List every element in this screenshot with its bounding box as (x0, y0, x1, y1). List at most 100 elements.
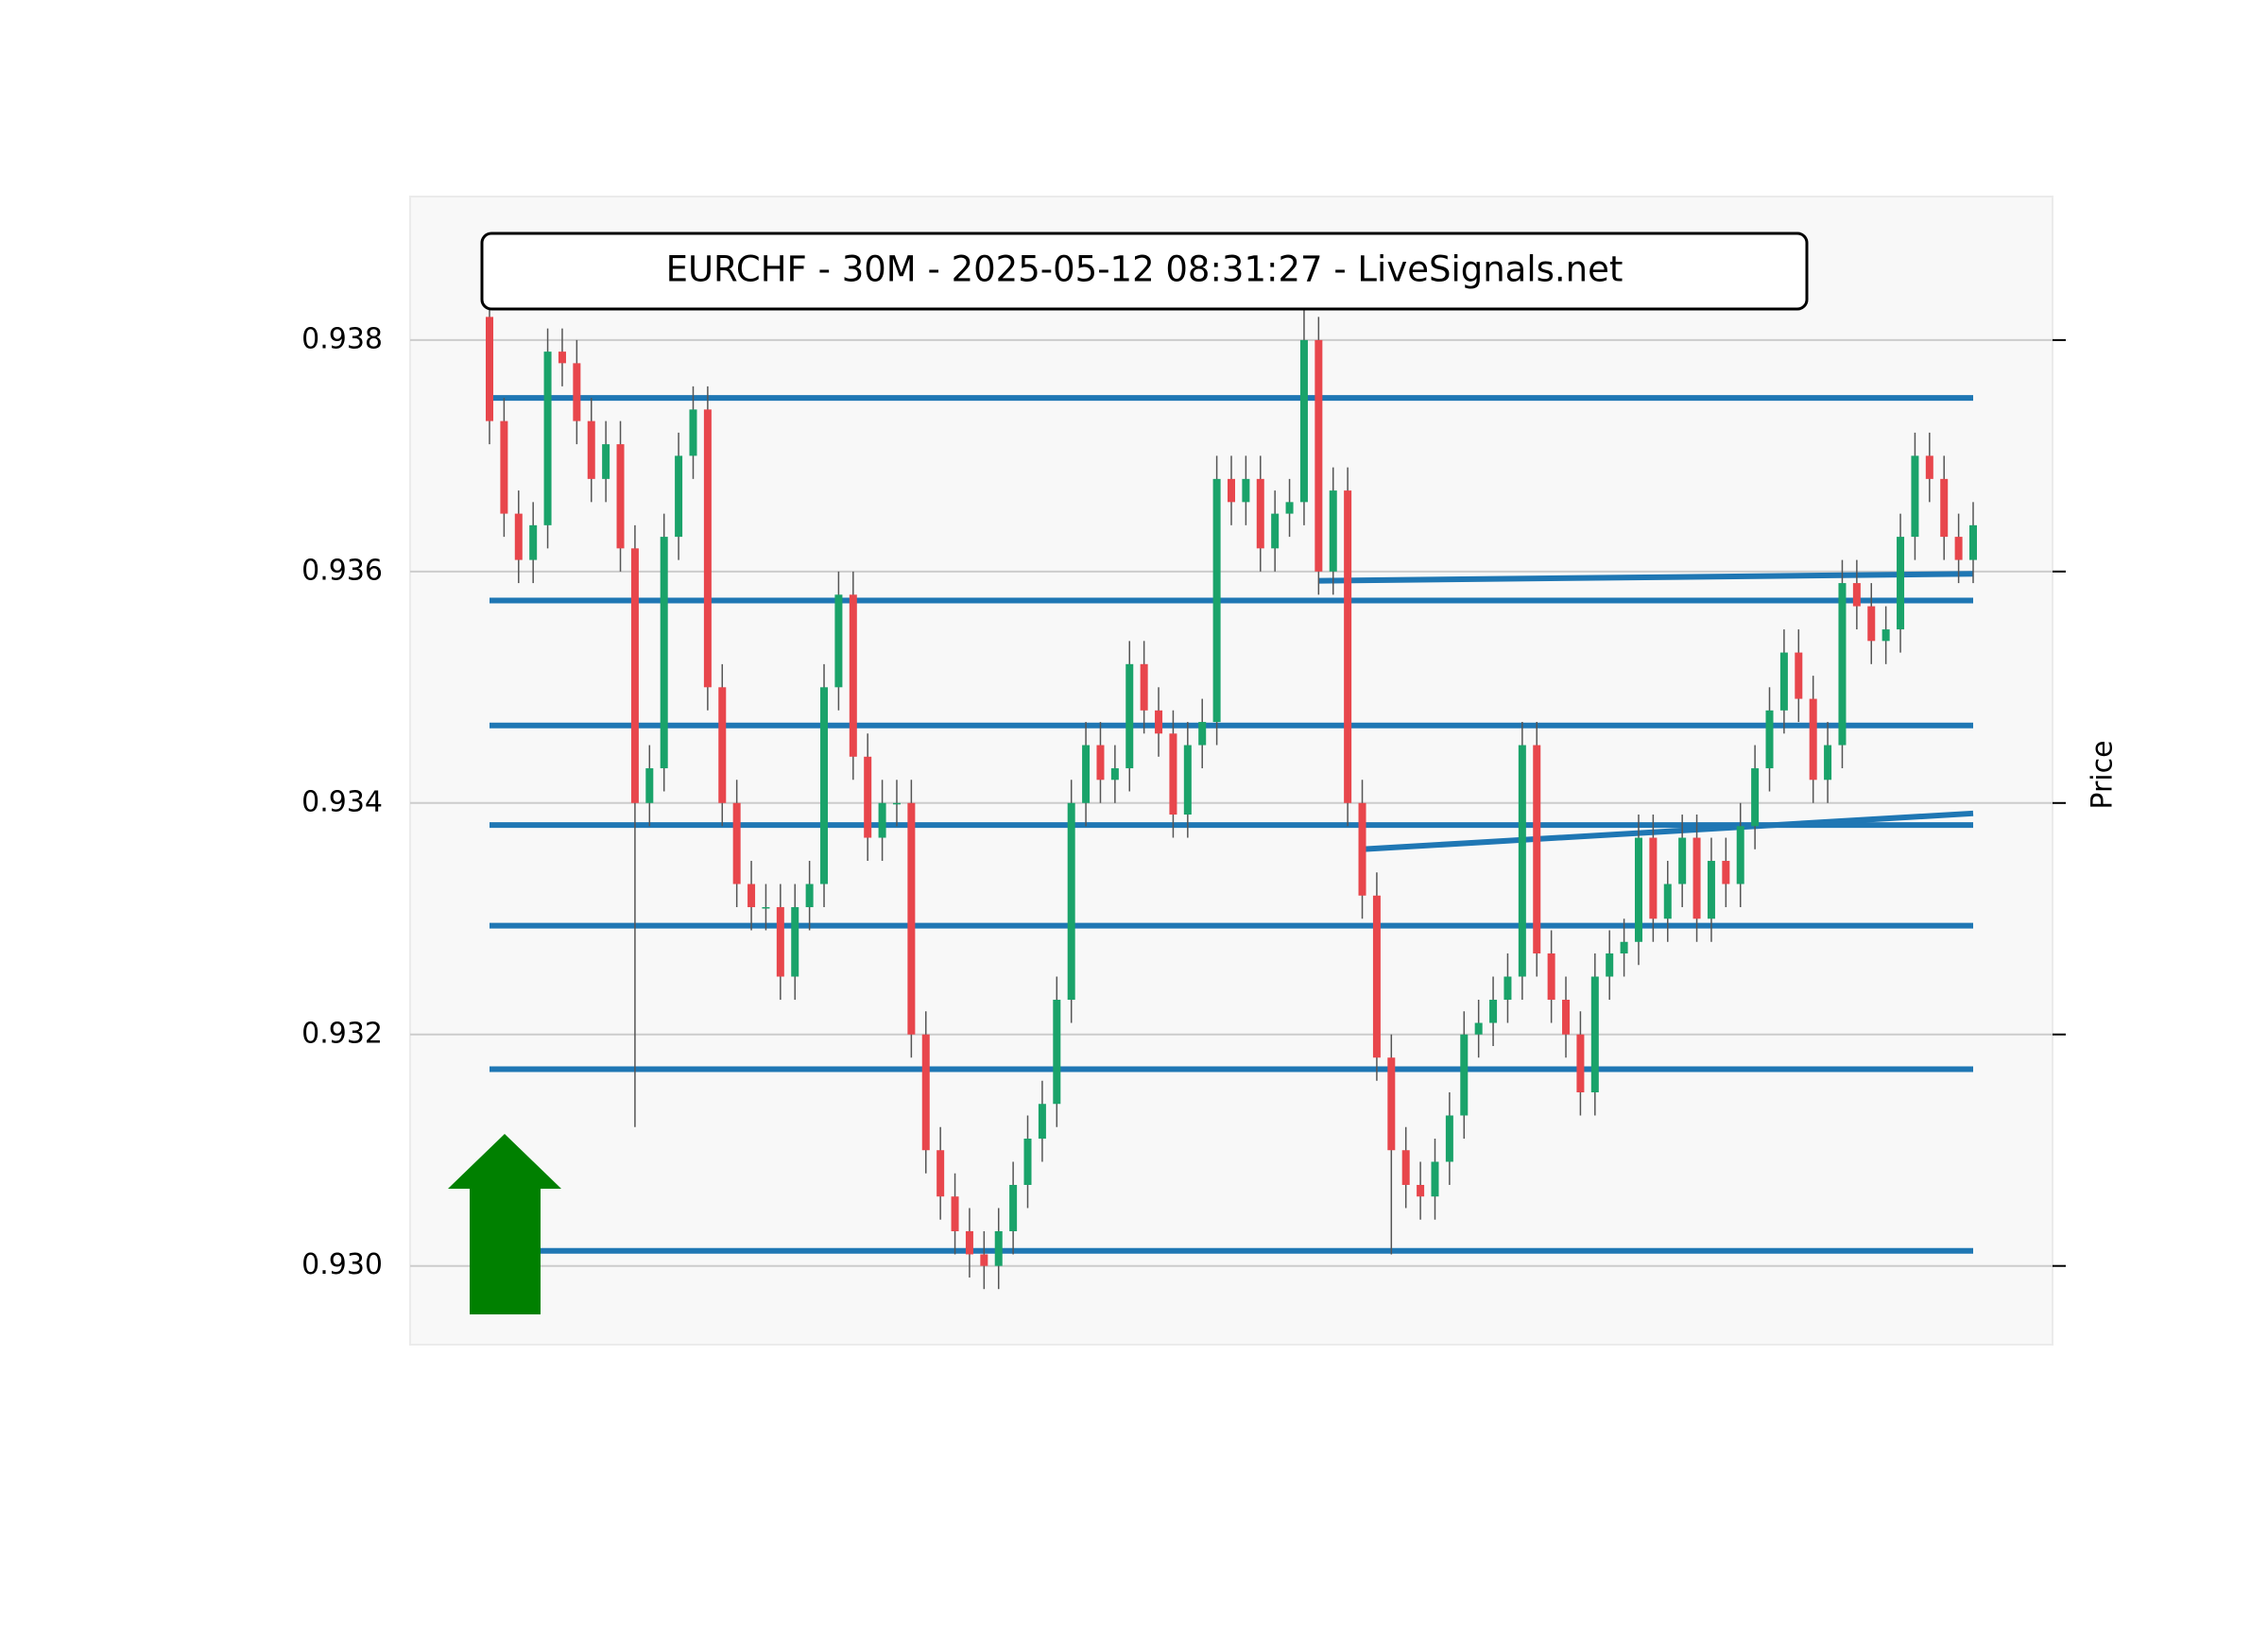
candle-body (1867, 606, 1876, 642)
candle-body (1547, 953, 1555, 1001)
candle-body (820, 687, 829, 884)
candle-body (1678, 837, 1687, 884)
level-line (1318, 571, 1974, 584)
candle-body (630, 548, 639, 803)
candle-body (718, 687, 727, 803)
candle-body (1765, 710, 1774, 769)
candle-body (1838, 583, 1847, 746)
candle-body (1533, 745, 1541, 954)
candle-body (645, 768, 654, 803)
levels (490, 395, 1974, 1254)
y-tick-label: 0.932 (301, 1017, 383, 1050)
candle-body (907, 802, 916, 1035)
candle-body (1460, 1034, 1469, 1116)
candle-body (805, 884, 814, 908)
candle-body (1562, 1000, 1571, 1035)
candle-body (864, 756, 872, 838)
candle-body (1911, 455, 1919, 538)
candle-body (1344, 490, 1352, 803)
candle-body (732, 802, 741, 884)
candle-body (1169, 733, 1177, 815)
plot-area (409, 196, 2053, 1346)
chart-title: EURCHF - 30M - 2025-05-12 08:31:27 - Liv… (666, 249, 1624, 290)
candle-body (1125, 663, 1134, 769)
candle-body (747, 884, 756, 908)
candle-body (1023, 1138, 1032, 1185)
candle-body (703, 409, 712, 688)
candle-body (1372, 895, 1381, 1058)
candle-body (1590, 976, 1599, 1092)
candle-body (1881, 629, 1890, 642)
candle-body (1489, 1000, 1498, 1023)
candle-body (849, 594, 857, 757)
candle-body (1198, 722, 1207, 746)
candle-body (1809, 698, 1817, 781)
candle-body (1925, 455, 1933, 479)
candle-body (1387, 1057, 1396, 1151)
candle-body (1285, 502, 1294, 514)
grid: 0.930 0.932 0.934 0.936 0.938 (301, 322, 2066, 1281)
candle-body (1954, 537, 1963, 560)
candle-body (1009, 1184, 1018, 1231)
candle-body (776, 907, 784, 977)
candle-body (1256, 478, 1264, 549)
candle-body (1779, 652, 1788, 711)
candle-body (921, 1034, 930, 1151)
candle-body (1329, 490, 1337, 572)
candle-body (892, 802, 901, 805)
candle-body (834, 594, 843, 688)
candle-body (1155, 710, 1163, 734)
candle-body (587, 420, 595, 479)
candle-body (1620, 941, 1628, 954)
candle-body (1358, 802, 1366, 896)
candle-body (1038, 1104, 1046, 1139)
candle-body (1067, 802, 1075, 1001)
candle-body (1576, 1034, 1585, 1092)
candle-body (980, 1254, 988, 1266)
candle-body (1314, 339, 1323, 572)
title-box: EURCHF - 30M - 2025-05-12 08:31:27 - Liv… (480, 232, 1809, 311)
candle-body (965, 1230, 973, 1255)
candle-body (1417, 1184, 1425, 1197)
candle-body (529, 524, 538, 560)
candle-body (1212, 478, 1221, 723)
level-line (1362, 810, 1974, 852)
candle-body (1082, 745, 1091, 803)
y-tick-label: 0.938 (301, 322, 383, 355)
candle-body (500, 420, 508, 514)
candle-body (616, 444, 625, 549)
candle-body (675, 455, 683, 538)
candle-body (1183, 745, 1192, 815)
candle-body (1795, 652, 1803, 699)
candle-body (1634, 837, 1642, 942)
candle-body (1299, 339, 1308, 503)
candle-body (1707, 861, 1715, 919)
candle-body (1692, 837, 1701, 919)
candle-body (573, 363, 581, 421)
candle-body (1271, 513, 1280, 549)
y-tick-label: 0.934 (301, 785, 383, 818)
candle-body (1663, 884, 1672, 919)
buy-arrow (448, 1134, 561, 1314)
candle-body (1053, 1000, 1061, 1105)
candle-body (951, 1196, 959, 1231)
candle-body (1722, 861, 1730, 884)
candle-body (1401, 1150, 1410, 1185)
candle-body (1140, 663, 1148, 711)
y-axis-label: Price (2087, 740, 2120, 809)
y-tick-label: 0.930 (301, 1248, 383, 1281)
candle-body (1242, 478, 1250, 503)
candle-body (762, 907, 770, 909)
title-frame (480, 232, 1809, 311)
candle-body (1852, 583, 1861, 607)
candle-body (558, 352, 566, 364)
y-tick-label: 0.936 (301, 554, 383, 587)
candle-body (1751, 768, 1760, 827)
candle-body (1096, 745, 1105, 781)
candle-body (1110, 768, 1119, 781)
candle-body (1969, 524, 1977, 560)
candle-body (1503, 976, 1512, 1001)
candle-body (791, 907, 799, 977)
candle-body (1824, 745, 1832, 781)
